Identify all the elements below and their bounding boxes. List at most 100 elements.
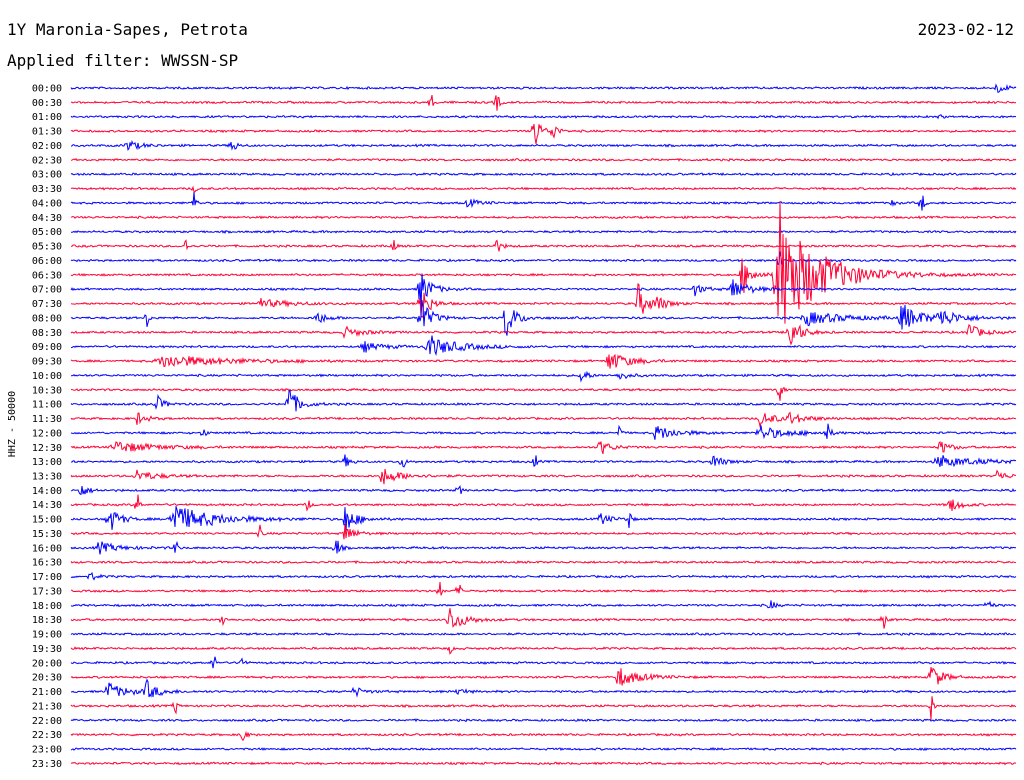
trace-line xyxy=(70,323,1017,346)
trace-line xyxy=(70,201,1017,324)
trace-line xyxy=(70,696,1017,720)
time-tick-label: 06:30 xyxy=(32,270,62,281)
trace-line xyxy=(70,718,1017,723)
time-tick-label: 05:00 xyxy=(32,227,62,238)
trace-line xyxy=(70,94,1017,111)
trace-line xyxy=(70,123,1017,144)
trace-line xyxy=(70,239,1017,252)
time-tick-label: 12:00 xyxy=(32,428,62,439)
trace-line xyxy=(70,730,1017,742)
time-tick-label: 10:30 xyxy=(32,385,62,396)
time-tick-label: 23:30 xyxy=(32,759,62,770)
time-tick-label: 04:30 xyxy=(32,213,62,224)
trace-line xyxy=(70,114,1017,120)
time-tick-label: 02:30 xyxy=(32,155,62,166)
trace-line xyxy=(70,656,1017,669)
trace-line xyxy=(70,667,1017,686)
trace-line xyxy=(70,389,1017,412)
time-tick-label: 08:00 xyxy=(32,313,62,324)
time-tick-label: 22:00 xyxy=(32,716,62,727)
trace-line xyxy=(70,494,1017,512)
trace-line xyxy=(70,335,1017,357)
trace-line xyxy=(70,761,1017,766)
trace-line xyxy=(70,440,1017,455)
trace-line xyxy=(70,139,1017,151)
time-tick-label: 09:00 xyxy=(32,342,62,353)
trace-line xyxy=(70,571,1017,581)
time-tick-label: 03:30 xyxy=(32,184,62,195)
time-tick-label: 20:00 xyxy=(32,658,62,669)
trace-line xyxy=(70,386,1017,401)
time-tick-label: 07:30 xyxy=(32,299,62,310)
trace-line xyxy=(70,506,1017,531)
time-tick-label: 18:30 xyxy=(32,615,62,626)
trace-line xyxy=(70,192,1017,211)
time-tick-label: 14:00 xyxy=(32,486,62,497)
trace-line xyxy=(70,560,1017,565)
time-tick-label: 20:30 xyxy=(32,673,62,684)
trace-line xyxy=(70,608,1017,629)
trace-line xyxy=(70,411,1017,429)
time-tick-label: 11:30 xyxy=(32,414,62,425)
trace-line xyxy=(70,282,1017,319)
time-tick-label: 04:00 xyxy=(32,198,62,209)
trace-line xyxy=(70,540,1017,555)
trace-line xyxy=(70,172,1017,177)
trace-line xyxy=(70,300,1017,336)
station-title: 1Y Maronia-Sapes, Petrota xyxy=(7,20,248,39)
time-tick-label: 16:30 xyxy=(32,558,62,569)
time-tick-label: 17:30 xyxy=(32,586,62,597)
time-tick-label: 01:30 xyxy=(32,127,62,138)
time-tick-label: 17:00 xyxy=(32,572,62,583)
filter-label: Applied filter: WWSSN-SP xyxy=(7,51,239,70)
time-tick-label: 16:00 xyxy=(32,543,62,554)
time-tick-label: 21:00 xyxy=(32,687,62,698)
time-tick-label: 19:00 xyxy=(32,630,62,641)
trace-line xyxy=(70,646,1017,655)
time-tick-label: 13:30 xyxy=(32,471,62,482)
time-tick-label: 01:00 xyxy=(32,112,62,123)
trace-line xyxy=(70,468,1017,485)
trace-line xyxy=(70,631,1017,637)
date-label: 2023-02-12 xyxy=(917,20,1014,39)
trace-line xyxy=(70,157,1017,162)
time-tick-label: 07:00 xyxy=(32,285,62,296)
time-tick-label: 10:00 xyxy=(32,371,62,382)
trace-line xyxy=(70,83,1017,93)
time-tick-label: 06:00 xyxy=(32,256,62,267)
trace-line xyxy=(70,678,1017,698)
trace-line xyxy=(71,370,1017,383)
time-tick-label: 11:00 xyxy=(32,400,62,411)
trace-line xyxy=(70,600,1017,609)
time-tick-label: 21:30 xyxy=(32,701,62,712)
trace-line xyxy=(70,423,1017,440)
trace-line xyxy=(70,215,1017,220)
time-tick-label: 23:00 xyxy=(32,745,62,756)
trace-line xyxy=(71,229,1017,234)
trace-line xyxy=(70,523,1017,540)
time-tick-label: 13:00 xyxy=(32,457,62,468)
time-tick-label: 22:30 xyxy=(32,730,62,741)
time-tick-label: 14:30 xyxy=(32,500,62,511)
time-tick-label: 02:00 xyxy=(32,141,62,152)
trace-line xyxy=(70,746,1017,752)
trace-line xyxy=(70,353,1017,369)
time-tick-label: 15:30 xyxy=(32,529,62,540)
trace-line xyxy=(70,581,1017,596)
y-axis-label: HHZ - 50000 xyxy=(7,391,18,457)
trace-line xyxy=(70,185,1017,193)
time-tick-label: 09:30 xyxy=(32,357,62,368)
trace-line xyxy=(70,273,1017,312)
trace-line xyxy=(70,251,1017,265)
trace-line xyxy=(70,454,1017,468)
time-tick-label: 19:30 xyxy=(32,644,62,655)
time-tick-label: 00:30 xyxy=(32,98,62,109)
time-tick-label: 00:00 xyxy=(32,84,62,95)
time-tick-label: 08:30 xyxy=(32,328,62,339)
time-tick-label: 03:00 xyxy=(32,170,62,181)
trace-line xyxy=(70,485,1017,496)
time-tick-label: 12:30 xyxy=(32,443,62,454)
time-tick-label: 18:00 xyxy=(32,601,62,612)
time-tick-label: 05:30 xyxy=(32,242,62,253)
